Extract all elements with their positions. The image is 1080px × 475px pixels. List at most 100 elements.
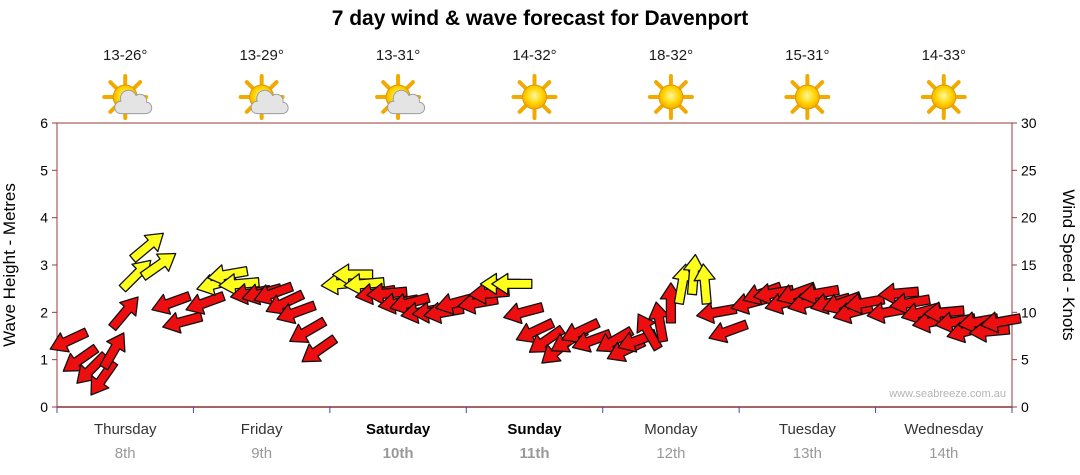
- wind-arrow: [99, 332, 126, 371]
- sun-ray: [541, 80, 552, 90]
- temperature-range-label: 15-31°: [785, 47, 829, 64]
- sun-ray: [244, 80, 255, 90]
- sun-ray: [790, 80, 801, 90]
- sunny-icon: [511, 74, 558, 120]
- page-title: 7 day wind & wave forecast for Davenport: [332, 7, 749, 30]
- wind-arrow: [162, 311, 204, 334]
- sun-ray: [541, 104, 552, 114]
- wind-arrow: [389, 292, 431, 315]
- wind-arrow: [129, 232, 164, 264]
- sun-ray: [926, 104, 937, 114]
- partly-cloudy-icon: [238, 74, 289, 120]
- sunny-icon: [647, 74, 694, 120]
- wind-arrow: [301, 334, 339, 363]
- wind-arrow: [185, 291, 226, 315]
- day-name-label: Thursday: [94, 421, 157, 438]
- day-date-label: 13th: [793, 445, 822, 462]
- sun-ray: [678, 80, 688, 90]
- temperature-range-label: 13-26°: [103, 47, 147, 64]
- left-axis-tick-label: 1: [40, 352, 48, 368]
- sun-ray: [517, 104, 528, 114]
- wind-arrow: [108, 296, 139, 332]
- left-axis-tick-label: 5: [40, 162, 48, 178]
- right-axis-tick-label: 0: [1021, 399, 1029, 415]
- sun-ray: [814, 80, 825, 90]
- sun-disc: [658, 84, 684, 110]
- wind-arrow: [647, 301, 670, 343]
- right-axis-tick-label: 15: [1021, 257, 1037, 273]
- plot-axes: 0 1 2 3 4 5 6 0 5 10 15 20 25 30: [40, 115, 1037, 415]
- wind-arrow: [265, 289, 306, 315]
- wind-arrow: [289, 316, 328, 344]
- day-name-label: Saturday: [366, 421, 431, 438]
- sun-disc: [522, 84, 547, 110]
- sun-ray: [381, 80, 391, 90]
- sunny-icon: [920, 74, 967, 120]
- right-axis-tick-label: 5: [1021, 352, 1029, 368]
- day-date-label: 10th: [383, 445, 414, 462]
- left-axis-tick-label: 6: [40, 115, 48, 131]
- wind-arrow: [596, 326, 635, 353]
- day-date-label: 12th: [656, 445, 685, 462]
- sun-ray: [926, 80, 937, 90]
- partly-cloudy-icon: [375, 74, 426, 120]
- wind-arrow: [798, 283, 840, 306]
- day-date-label: 14th: [929, 445, 958, 462]
- right-axis-title: Wind Speed - Knots: [1059, 189, 1078, 340]
- plot-border: [56, 122, 1013, 408]
- sun-ray: [950, 80, 961, 90]
- day-name-label: Sunday: [507, 421, 562, 438]
- wind-arrow: [980, 311, 1022, 334]
- wind-arrow: [253, 281, 294, 306]
- wind-arrow: [696, 302, 738, 324]
- left-axis-tick-label: 0: [40, 399, 48, 415]
- sun-disc: [794, 84, 820, 110]
- sun-ray: [654, 104, 664, 114]
- sun-ray: [132, 80, 143, 90]
- left-axis-tick-label: 2: [40, 304, 48, 320]
- wind-arrow: [331, 263, 374, 286]
- day-axis-labels: Thursday 8th Friday 9th Saturday 10th Sunday 11…: [94, 421, 984, 462]
- temperature-range-label: 13-31°: [376, 47, 420, 64]
- wind-arrow: [889, 292, 931, 315]
- wind-arrow: [218, 273, 260, 296]
- day-date-label: 11th: [519, 445, 549, 462]
- right-axis-tick-label: 30: [1021, 115, 1037, 131]
- right-axis-tick-label: 20: [1021, 210, 1037, 226]
- watermark: www.seabreeze.com.au: [888, 388, 1006, 400]
- wind-arrow: [343, 273, 385, 296]
- temperature-range-label: 14-33°: [922, 47, 966, 64]
- wind-arrow: [503, 302, 545, 325]
- left-axis-tick-label: 4: [40, 210, 48, 226]
- wind-arrow: [708, 319, 749, 344]
- day-name-label: Tuesday: [779, 421, 836, 438]
- wind-arrow-series: [49, 232, 1022, 396]
- left-axis-title: Wave Height - Metres: [0, 183, 19, 347]
- wind-arrow: [62, 343, 100, 372]
- day-name-label: Monday: [644, 421, 698, 438]
- wind-arrow: [561, 318, 601, 344]
- wind-arrow: [877, 282, 920, 305]
- sun-ray: [405, 80, 415, 90]
- sun-ray: [814, 104, 825, 114]
- wind-arrow: [276, 300, 317, 325]
- cloud-icon: [387, 89, 426, 115]
- sun-ray: [678, 104, 688, 114]
- wind-arrow: [923, 301, 965, 324]
- right-axis-tick-label: 10: [1021, 304, 1037, 320]
- wind-arrow: [682, 253, 706, 296]
- day-date-label: 8th: [115, 445, 136, 462]
- wind-arrow: [49, 327, 90, 353]
- sun-ray: [517, 80, 528, 90]
- wind-arrow: [139, 252, 177, 281]
- wind-arrow: [151, 291, 192, 315]
- right-axis-tick-label: 25: [1021, 162, 1037, 178]
- sunny-icon: [784, 74, 831, 120]
- wind-arrow: [693, 263, 716, 305]
- wind-arrow: [366, 282, 408, 305]
- sun-disc: [931, 84, 957, 110]
- partly-cloudy-icon: [102, 74, 153, 120]
- wind-arrow: [491, 272, 533, 296]
